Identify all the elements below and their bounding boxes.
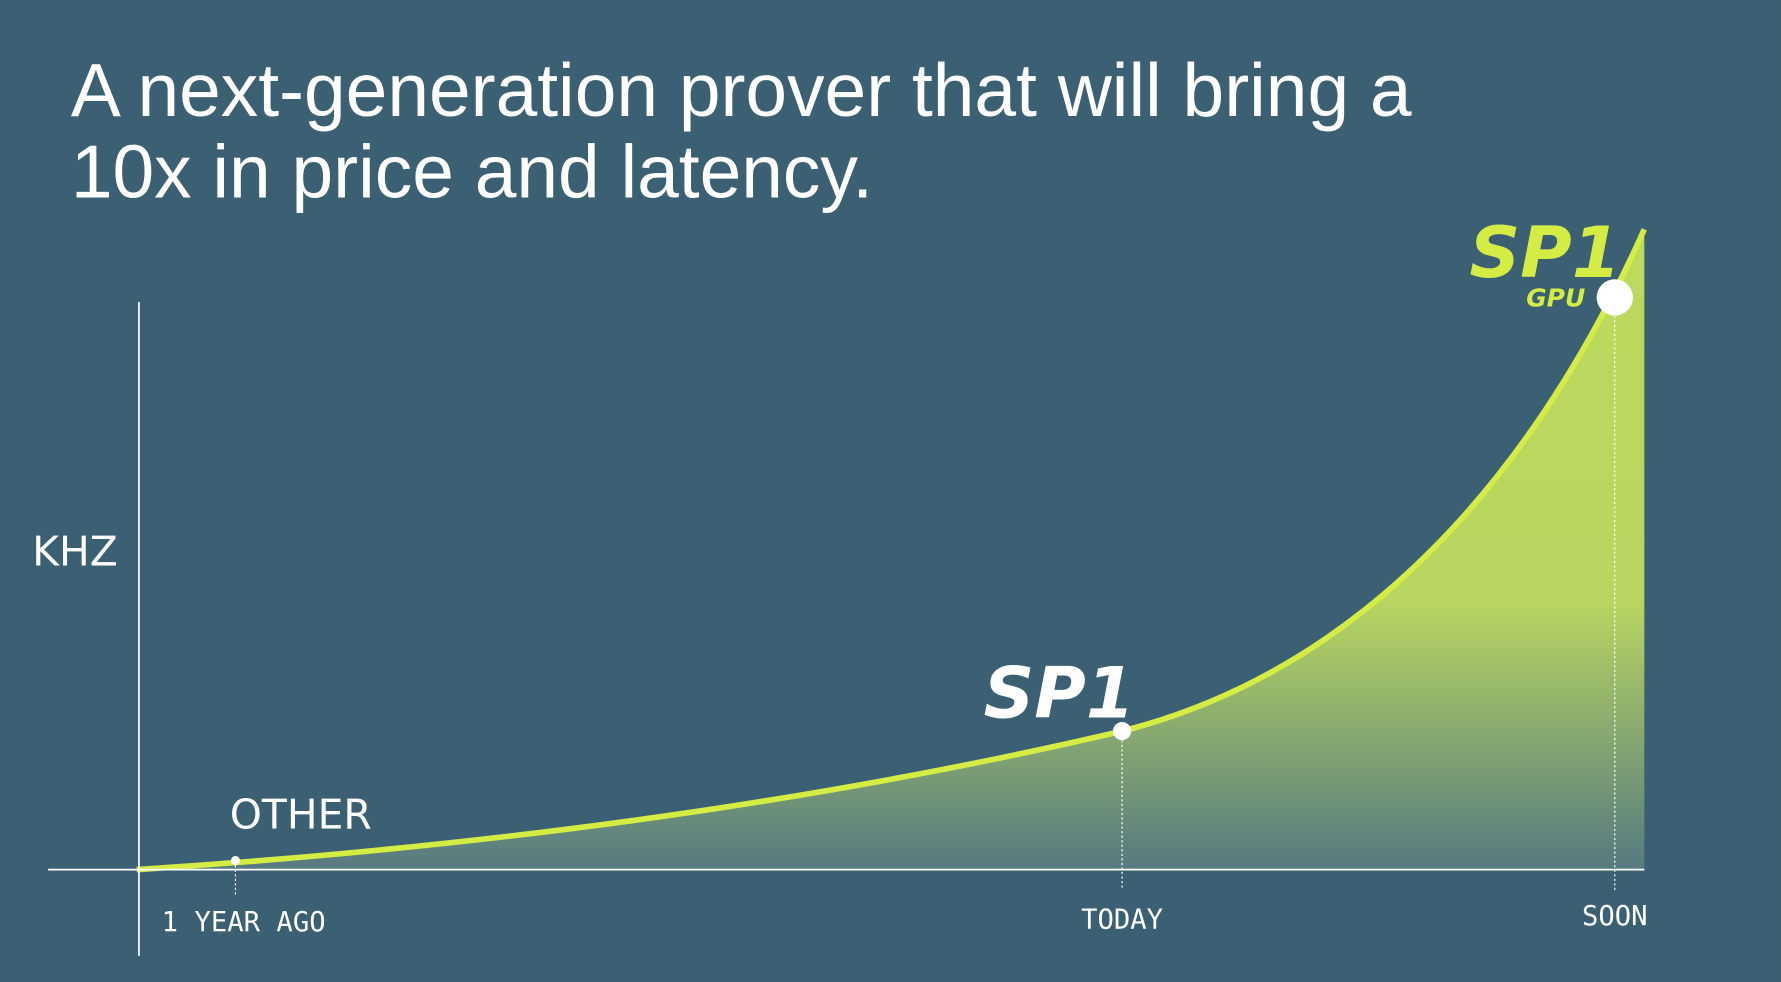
x-label: SOON xyxy=(1582,901,1648,932)
point xyxy=(230,855,240,866)
title-line: A next-generation prover that will bring… xyxy=(71,48,1412,132)
point-label: OTHER xyxy=(230,791,372,839)
point-label: SP1 xyxy=(1469,212,1620,294)
x-label: TODAY xyxy=(1081,905,1163,936)
point xyxy=(1113,722,1132,741)
curve xyxy=(136,228,1647,873)
point-label: SP1 xyxy=(984,652,1135,734)
x-label: 1 YEAR AGO xyxy=(162,907,326,938)
title-line: 10x in price and latency. xyxy=(71,130,873,214)
y-axis-label: KHZ xyxy=(32,527,118,575)
area xyxy=(136,229,1645,870)
point xyxy=(1596,279,1633,316)
point-sublabel: GPU xyxy=(1526,284,1585,313)
